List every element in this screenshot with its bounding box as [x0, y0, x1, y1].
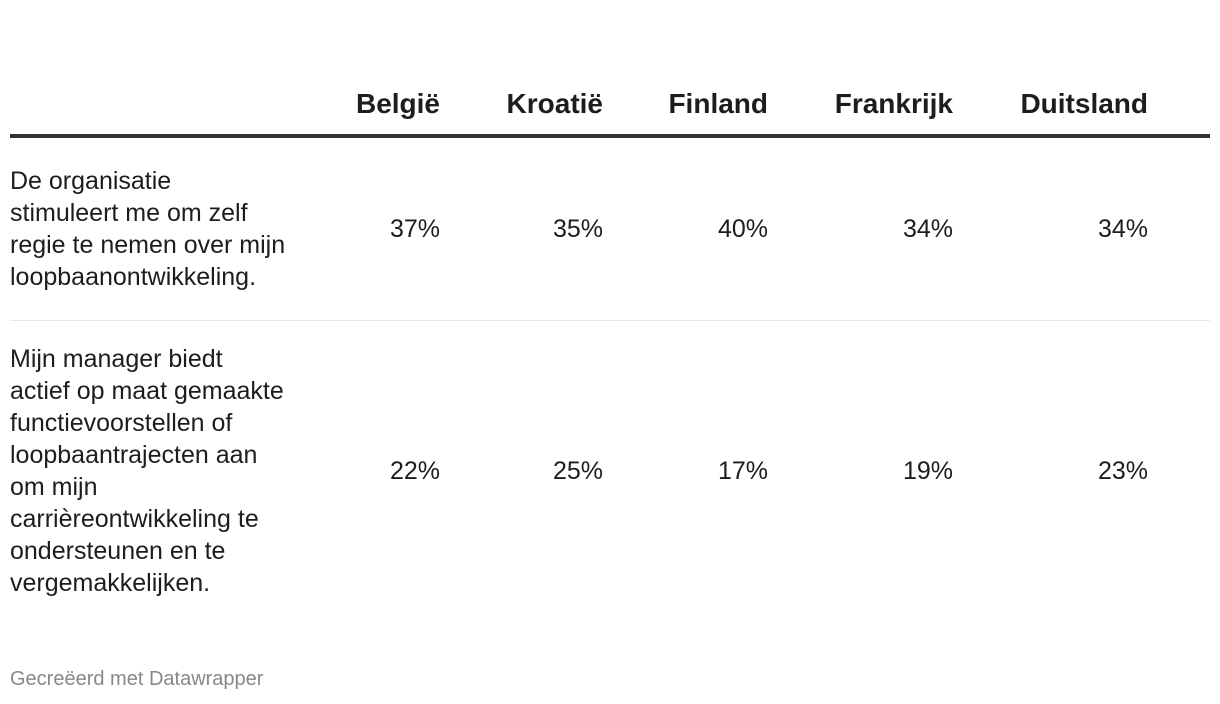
row-label: Mijn manager biedt actief op maat gemaak… [10, 345, 284, 597]
datawrapper-credit: Gecreëerd met Datawrapper [10, 668, 264, 690]
table-cell: 25% [552, 456, 603, 485]
header-duitsland: Duitsland [1020, 88, 1148, 119]
header-kroatie: Kroatië [506, 88, 603, 119]
header-finland: Finland [668, 88, 768, 119]
table-cell: 37% [389, 214, 440, 243]
table-cell: 34% [902, 214, 953, 243]
data-table: België Kroatië Finland Frankrijk Duitsla… [10, 76, 1210, 621]
table-cell: 23% [1097, 456, 1148, 485]
table-cell: 19% [902, 456, 953, 485]
table-cell: 22% [389, 456, 440, 485]
table-cell: 35% [552, 214, 603, 243]
row-label: De organisatie stimuleert me om zelf reg… [10, 167, 286, 291]
header-belgie: België [355, 88, 440, 119]
header-frankrijk: Frankrijk [834, 88, 953, 119]
table-cell: 40% [717, 214, 768, 243]
table-cell: 17% [717, 456, 768, 485]
table-row: De organisatie stimuleert me om zelf reg… [10, 138, 1210, 321]
table-row: Mijn manager biedt actief op maat gemaak… [10, 321, 1210, 621]
table-cell: 34% [1097, 214, 1148, 243]
table-header-row: België Kroatië Finland Frankrijk Duitsla… [10, 76, 1210, 138]
